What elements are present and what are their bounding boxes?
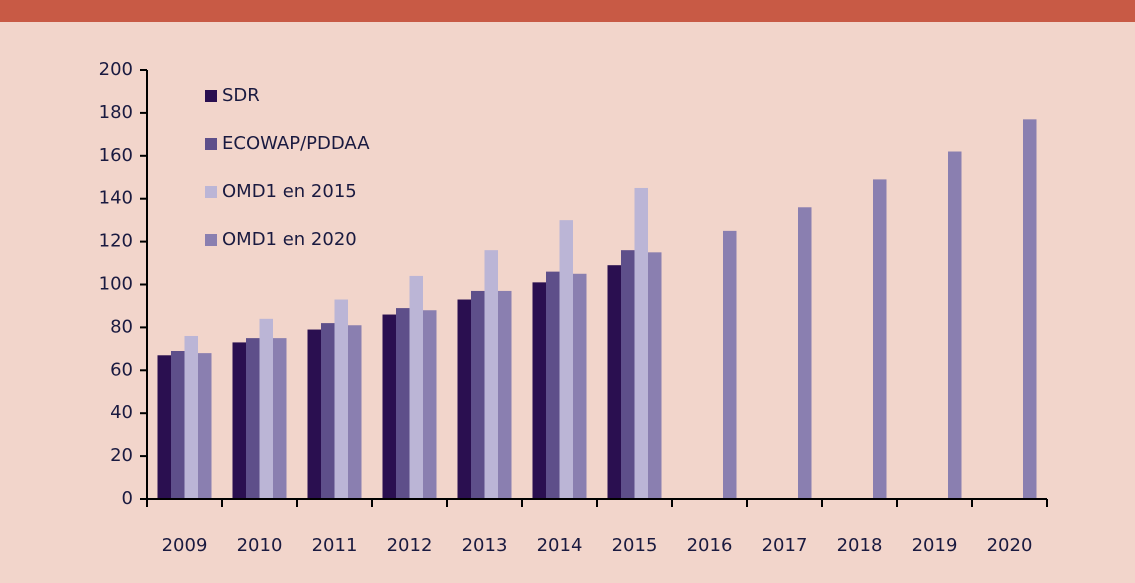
bar <box>634 187 648 499</box>
x-tick-label: 2020 <box>987 535 1033 556</box>
bar <box>259 318 273 499</box>
bar <box>546 271 560 499</box>
y-tick-label: 100 <box>99 274 133 295</box>
x-tick-label: 2019 <box>912 535 958 556</box>
bar <box>621 250 635 499</box>
legend-swatch <box>205 234 217 246</box>
bar <box>307 329 321 499</box>
x-tick-label: 2018 <box>837 535 883 556</box>
y-tick-label: 200 <box>99 59 133 80</box>
bar <box>232 342 246 499</box>
y-tick-label: 160 <box>99 145 133 166</box>
x-tick-label: 2017 <box>762 535 808 556</box>
bar <box>559 220 573 499</box>
bar <box>648 252 662 499</box>
bar <box>873 179 887 499</box>
header-band <box>0 0 1135 22</box>
bar <box>573 273 587 499</box>
bar <box>457 299 471 499</box>
bar <box>948 151 962 499</box>
y-tick-label: 120 <box>99 231 133 252</box>
x-tick-label: 2011 <box>312 535 358 556</box>
x-tick-label: 2010 <box>237 535 283 556</box>
bar <box>409 275 423 499</box>
bar <box>798 207 812 499</box>
y-tick-label: 60 <box>110 359 133 380</box>
bar <box>184 335 198 499</box>
y-tick-label: 40 <box>110 402 133 423</box>
bar <box>498 290 512 499</box>
x-tick-label: 2012 <box>387 535 433 556</box>
x-tick-label: 2009 <box>162 535 208 556</box>
bar <box>321 323 335 499</box>
bar <box>1023 119 1037 500</box>
bar <box>198 353 212 499</box>
y-tick-label: 0 <box>122 488 133 509</box>
y-tick-label: 180 <box>99 102 133 123</box>
y-tick-label: 20 <box>110 445 133 466</box>
legend-swatch <box>205 90 217 102</box>
y-tick-label: 140 <box>99 188 133 209</box>
bar <box>334 299 348 499</box>
bar <box>348 325 362 499</box>
x-tick-label: 2014 <box>537 535 583 556</box>
bar <box>246 338 260 499</box>
legend-label: OMD1 en 2015 <box>222 181 357 202</box>
bar <box>273 338 287 499</box>
bar <box>382 314 396 499</box>
x-tick-label: 2015 <box>612 535 658 556</box>
bar <box>471 290 485 499</box>
legend-swatch <box>205 138 217 150</box>
bar <box>171 350 185 499</box>
bar <box>157 355 171 499</box>
bar <box>423 310 437 499</box>
bar <box>396 308 410 499</box>
y-tick-label: 80 <box>110 316 133 337</box>
legend-label: ECOWAP/PDDAA <box>222 133 370 154</box>
x-tick-label: 2016 <box>687 535 733 556</box>
legend-swatch <box>205 186 217 198</box>
legend-label: OMD1 en 2020 <box>222 229 357 250</box>
bar <box>723 230 737 499</box>
legend-label: SDR <box>222 85 260 106</box>
bar <box>484 250 498 499</box>
bar <box>607 265 621 499</box>
x-tick-label: 2013 <box>462 535 508 556</box>
bar <box>532 282 546 499</box>
